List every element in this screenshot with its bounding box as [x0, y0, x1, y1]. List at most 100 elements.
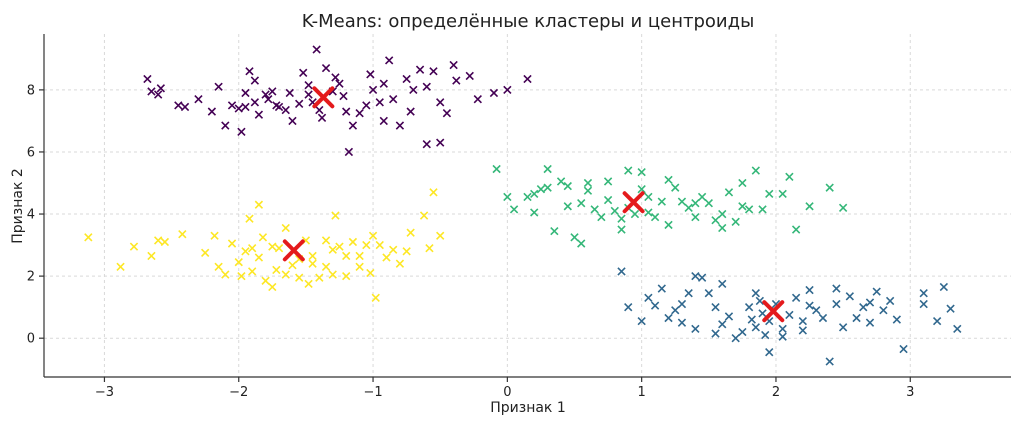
data-point	[116, 262, 125, 271]
data-point	[214, 262, 223, 271]
data-point	[227, 239, 237, 248]
data-point	[885, 296, 895, 306]
data-point	[436, 138, 445, 147]
data-point	[778, 332, 787, 341]
data-point	[254, 253, 264, 262]
data-point	[731, 217, 740, 226]
data-point	[832, 284, 841, 293]
data-point	[147, 87, 156, 96]
data-point	[691, 199, 700, 208]
data-point	[711, 329, 720, 338]
y-tick-label: 4	[27, 208, 35, 223]
data-point	[160, 237, 170, 247]
data-point	[624, 166, 633, 175]
data-point	[765, 189, 774, 199]
data-point	[452, 76, 461, 85]
data-point	[832, 299, 841, 309]
data-point	[677, 299, 687, 309]
data-point	[570, 233, 579, 242]
data-point	[825, 357, 834, 366]
data-point	[178, 230, 187, 239]
data-point	[879, 306, 888, 315]
data-point	[731, 334, 740, 343]
data-point	[436, 231, 445, 240]
data-point	[258, 233, 268, 242]
data-point	[299, 68, 308, 77]
data-point	[382, 253, 391, 262]
data-point	[315, 105, 324, 115]
data-point	[865, 298, 875, 307]
data-point	[778, 189, 787, 199]
data-point	[331, 73, 340, 82]
data-point	[671, 183, 680, 192]
data-point	[664, 175, 673, 185]
data-point	[758, 309, 767, 318]
x-tick-label: 2	[772, 385, 780, 400]
data-point	[637, 316, 646, 326]
data-point	[691, 324, 700, 334]
data-point	[436, 98, 445, 107]
data-point	[379, 79, 388, 88]
data-point	[201, 248, 210, 258]
data-point	[677, 197, 687, 206]
x-tick-label: 0	[503, 385, 511, 400]
data-point	[234, 257, 243, 267]
data-point	[644, 208, 653, 217]
data-point	[865, 318, 875, 327]
data-point	[375, 98, 384, 107]
data-point	[718, 223, 727, 233]
data-point	[489, 88, 499, 98]
data-point	[503, 85, 512, 95]
data-point	[718, 320, 727, 329]
data-point	[751, 166, 760, 175]
data-point	[156, 84, 166, 93]
data-point	[331, 211, 340, 220]
data-point	[845, 292, 854, 301]
data-point	[281, 105, 290, 115]
data-point	[536, 185, 546, 194]
data-point	[344, 147, 354, 157]
centroid-layer	[282, 86, 785, 323]
y-tick-label: 0	[27, 332, 35, 347]
data-point	[657, 197, 666, 206]
data-point	[366, 70, 375, 79]
data-point	[422, 140, 431, 149]
data-point	[295, 99, 304, 109]
data-point	[711, 302, 720, 312]
data-point	[315, 273, 324, 282]
data-point	[761, 330, 770, 340]
data-point	[342, 251, 351, 261]
data-point	[395, 121, 405, 130]
data-point	[597, 212, 606, 222]
data-point	[449, 60, 458, 70]
data-point	[84, 233, 93, 242]
data-point	[268, 87, 277, 96]
data-point	[250, 76, 260, 85]
centroid-marker-0	[312, 86, 335, 109]
data-point	[684, 203, 693, 212]
data-point	[348, 237, 358, 247]
data-point	[818, 313, 828, 323]
data-point	[368, 85, 378, 95]
data-point	[825, 183, 834, 192]
data-point	[473, 95, 482, 104]
data-point	[379, 116, 388, 126]
data-point	[939, 282, 949, 292]
data-point	[603, 177, 613, 186]
data-point	[245, 214, 254, 223]
data-point	[308, 259, 317, 268]
data-point	[704, 199, 713, 208]
y-tick-label: 6	[27, 145, 35, 160]
data-point	[254, 200, 264, 209]
data-point	[261, 276, 270, 285]
data-point	[657, 284, 666, 293]
data-point	[237, 271, 246, 281]
data-point	[268, 282, 277, 292]
data-point	[872, 287, 881, 296]
data-point	[718, 279, 727, 289]
data-point	[704, 289, 713, 298]
data-point	[210, 231, 219, 240]
data-point	[684, 289, 693, 298]
data-point	[523, 192, 532, 202]
data-point	[812, 306, 821, 315]
